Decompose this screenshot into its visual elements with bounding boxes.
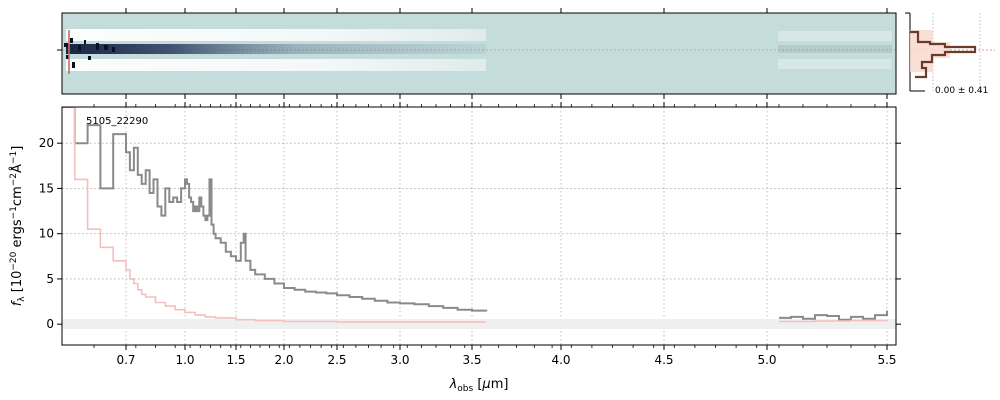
y-tick-label: 0: [46, 317, 54, 331]
x-tick-label: 3.5: [462, 353, 481, 367]
x-tick-label: 4.5: [654, 353, 673, 367]
main-grid: [62, 107, 896, 345]
spectrum-2d-panel: [57, 8, 897, 99]
histogram-panel: 0.00 ± 0.41: [905, 12, 995, 96]
spectrum-2d-red-stripe: [68, 30, 70, 74]
spectrum-2d-nrs2-region: [778, 31, 892, 69]
spectrum-2d-frame: [61, 12, 897, 95]
flux-line: [779, 310, 888, 321]
histogram-line: [910, 30, 977, 79]
y-tick-label: 10: [39, 227, 54, 241]
main-plot: 0.7 1.0 1.5 2.0 2.5 3.0 3.5 4.0 4.5 5.0 5.5 0 5 10 15 2…: [9, 102, 901, 394]
x-tick-label: 2.5: [327, 353, 346, 367]
x-tick-label: 2.0: [274, 353, 293, 367]
histogram-label: 0.00 ± 0.41: [935, 86, 988, 96]
y-tick-label: 5: [46, 272, 54, 286]
flux-line: [62, 107, 488, 312]
main-axes: 0.7 1.0 1.5 2.0 2.5 3.0 3.5 4.0 4.5 5.0 5.5 0 5 10 15 2…: [39, 102, 901, 367]
x-axis-label: λobs [μm]: [449, 377, 509, 394]
spectrum-2d-edge-noise: [64, 38, 115, 68]
main-frame: [61, 106, 897, 346]
x-tick-label: 0.7: [116, 353, 135, 367]
x-tick-label: 1.5: [226, 353, 245, 367]
histogram-fill: [910, 30, 950, 72]
spectrum-2d-upper-band: [66, 29, 486, 41]
x-tick-label: 3.0: [390, 353, 409, 367]
x-tick-label: 4.0: [551, 353, 570, 367]
spectrum-2d-lower-band: [66, 59, 486, 71]
y-axis-label: fλ [10−20 ergs−1cm−2Å−1]: [9, 146, 27, 307]
spectrum-2d-trace: [66, 44, 486, 54]
uncertainty-line: [62, 107, 487, 323]
object-label: 5105_22290: [86, 116, 148, 127]
spectrum-2d-ticks: [125, 8, 888, 99]
x-tick-label: 5.5: [877, 353, 896, 367]
series-layer: [62, 107, 888, 323]
x-tick-label: 5.0: [757, 353, 776, 367]
uncertainty-line: [779, 319, 888, 323]
x-tick-label: 1.0: [175, 353, 194, 367]
zero-band: [62, 319, 896, 329]
y-tick-label: 15: [39, 181, 54, 195]
y-tick-label: 20: [39, 136, 54, 150]
